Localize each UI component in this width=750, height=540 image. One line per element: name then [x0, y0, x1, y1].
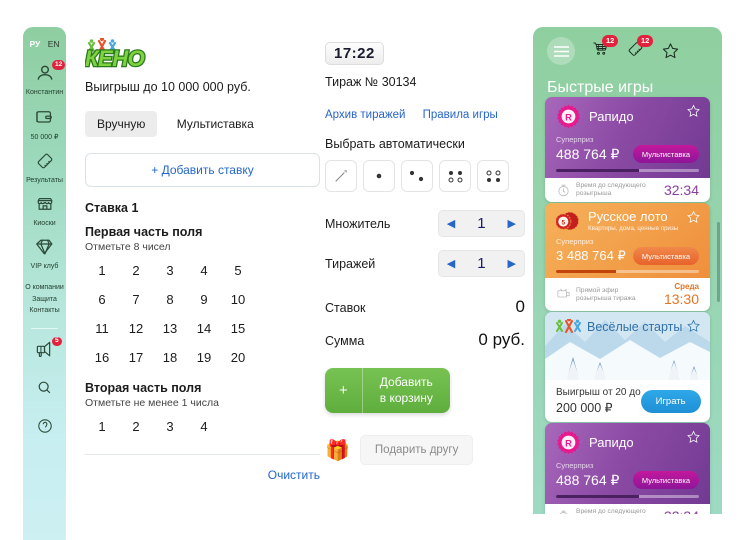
svg-text:КЕНО: КЕНО: [85, 49, 145, 71]
svg-text:R: R: [565, 112, 572, 122]
svg-text:R: R: [565, 439, 572, 449]
svg-text:5: 5: [561, 219, 565, 226]
